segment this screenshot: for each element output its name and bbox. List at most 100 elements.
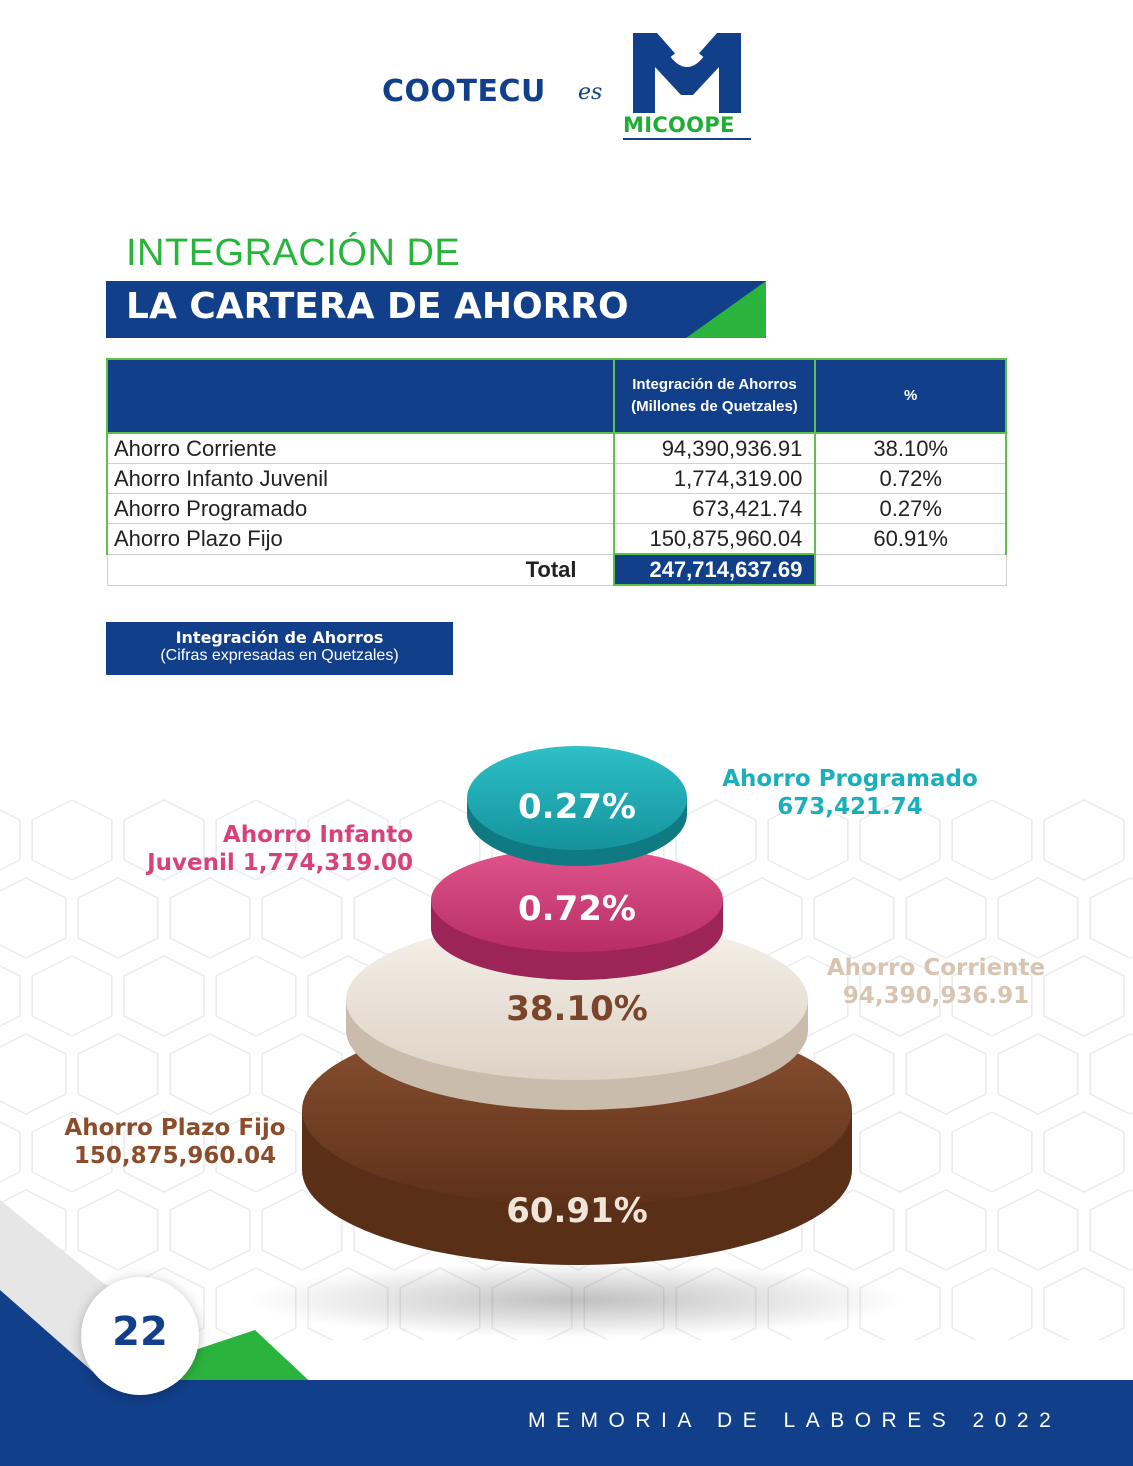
hexagon-pattern-cell <box>951 1111 1033 1193</box>
savings-table: Integración de Ahorros (Millones de Quet… <box>106 358 1007 586</box>
hexagon-pattern-cell <box>997 1033 1079 1115</box>
table-row: Ahorro Infanto Juvenil 1,774,319.00 0.72… <box>106 463 1007 494</box>
percent-label: 0.27% <box>518 787 636 827</box>
row-value: 673,421.74 <box>612 493 817 524</box>
page-title-line2: LA CARTERA DE AHORRO <box>126 286 629 327</box>
percent-label: 0.72% <box>518 889 636 929</box>
total-pct-empty <box>814 553 1007 586</box>
series-label: Ahorro Corriente <box>827 955 1045 981</box>
series-value-label: 94,390,936.91 <box>843 983 1029 1009</box>
disk-top <box>467 746 687 850</box>
chart-caption-title: Integración de Ahorros <box>175 628 384 647</box>
row-name: Ahorro Programado <box>106 493 615 524</box>
hexagon-pattern-cell <box>169 1033 251 1115</box>
row-name: Ahorro Plazo Fijo <box>106 523 615 555</box>
row-value: 94,390,936.91 <box>612 432 817 464</box>
series-value-label: 673,421.74 <box>777 794 923 820</box>
hexagon-pattern-cell <box>0 877 67 959</box>
hexagon-pattern-cell <box>215 1111 297 1193</box>
hexagon-pattern-cell <box>0 1121 21 1183</box>
page-number-badge <box>81 1277 199 1395</box>
series-value-label: 150,875,960.04 <box>74 1143 276 1169</box>
micoope-logo-text: MICOOPE <box>623 113 735 137</box>
hexagon-pattern-cell <box>77 877 159 959</box>
hexagon-pattern-cell <box>1043 799 1125 881</box>
hexagon-pattern-cell <box>169 877 251 959</box>
hexagon-pattern-cell <box>1043 1111 1125 1193</box>
hexagon-pattern-cell <box>0 1033 67 1115</box>
percent-label: 60.91% <box>506 1191 648 1231</box>
percent-label: 38.10% <box>506 989 648 1029</box>
hexagon-pattern-cell <box>997 877 1079 959</box>
chart-caption-box: Integración de Ahorros (Cifras expresada… <box>106 622 453 675</box>
hexagon-pattern-cell <box>905 877 987 959</box>
hexagon-pattern-cell <box>951 799 1033 881</box>
brand-connector: es <box>578 80 603 105</box>
row-pct: 0.27% <box>814 493 1007 524</box>
page-number: 22 <box>112 1309 168 1355</box>
savings-stacked-pie-chart: 60.91% 38.10% 0.72% 0.27% Ahorro Plazo Fijo… <box>0 746 1133 1340</box>
hexagon-pattern-cell <box>123 799 205 881</box>
row-value: 150,875,960.04 <box>612 523 817 555</box>
footer-band <box>0 1380 1133 1466</box>
hexagon-pattern-cell <box>307 799 389 881</box>
hexagon-pattern-cell <box>997 1189 1079 1271</box>
table-header-pct: % <box>814 358 1007 434</box>
row-value: 1,774,319.00 <box>612 463 817 494</box>
table-total-row: Total 247,714,637.69 <box>106 553 1007 586</box>
table-row: Ahorro Corriente 94,390,936.91 38.10% <box>106 432 1007 464</box>
series-label: Ahorro Programado <box>722 766 978 792</box>
row-pct: 0.72% <box>814 463 1007 494</box>
page-title-line1: INTEGRACIÓN DE <box>126 232 461 274</box>
hexagon-pattern-cell <box>859 799 941 881</box>
hexagon-pattern-cell <box>905 1033 987 1115</box>
table-row: Ahorro Programado 673,421.74 0.27% <box>106 493 1007 524</box>
row-pct: 60.91% <box>814 523 1007 555</box>
hexagon-pattern-cell <box>1089 1033 1133 1115</box>
hexagon-pattern-cell <box>1043 955 1125 1037</box>
hexagon-pattern-cell <box>1089 1189 1133 1271</box>
hexagon-pattern-cell <box>1089 877 1133 959</box>
hexagon-pattern-cell <box>31 955 113 1037</box>
hexagon-pattern-cell <box>905 1189 987 1271</box>
hexagon-pattern-cell <box>0 809 21 871</box>
hexagon-pattern-cell <box>31 1111 113 1193</box>
hexagon-pattern-cell <box>951 1267 1033 1340</box>
hexagon-pattern-cell <box>951 955 1033 1037</box>
hexagon-pattern-cell <box>813 1033 895 1115</box>
hexagon-pattern-cell <box>215 955 297 1037</box>
series-label: Ahorro Plazo Fijo <box>64 1115 285 1141</box>
row-name: Ahorro Infanto Juvenil <box>106 463 615 494</box>
hexagon-pattern-cell <box>123 955 205 1037</box>
disk-top <box>346 920 808 1080</box>
hexagon-pattern-cell <box>859 1111 941 1193</box>
hexagon-pattern-cell <box>77 1033 159 1115</box>
hexagon-pattern-cell <box>0 965 21 1027</box>
series-label: Ahorro Infanto <box>223 822 413 848</box>
table-header-name <box>106 358 615 434</box>
hexagon-pattern-cell <box>813 877 895 959</box>
brand-name: COOTECU <box>382 74 546 109</box>
hexagon-pattern-cell <box>1043 1267 1125 1340</box>
micoope-logo-icon <box>633 33 741 113</box>
disk-top <box>431 848 723 952</box>
row-pct: 38.10% <box>814 432 1007 464</box>
table-row: Ahorro Plazo Fijo 150,875,960.04 60.91% <box>106 523 1007 555</box>
footer-text: MEMORIA DE LABORES 2022 <box>528 1409 1062 1432</box>
hexagon-pattern-cell <box>261 877 343 959</box>
chart-caption-subtitle: (Cifras expresadas en Quetzales) <box>160 647 399 664</box>
title-banner <box>106 281 766 338</box>
row-name: Ahorro Corriente <box>106 432 615 464</box>
hexagon-pattern-cell <box>77 1189 159 1271</box>
hexagon-pattern-cell <box>767 799 849 881</box>
total-value: 247,714,637.69 <box>612 553 817 586</box>
hexagon-pattern-cell <box>123 1111 205 1193</box>
hexagon-pattern-cell <box>215 799 297 881</box>
hexagon-pattern-cell <box>169 1189 251 1271</box>
chart-disk-ahorro-corriente: 38.10% <box>346 920 808 1110</box>
table-header-value: Integración de Ahorros (Millones de Quet… <box>612 358 817 434</box>
series-value-label: Juvenil 1,774,319.00 <box>145 850 413 876</box>
chart-shadow <box>247 1262 907 1338</box>
total-label: Total <box>106 553 615 586</box>
chart-disk-ahorro-programado: 0.27% <box>467 746 687 866</box>
